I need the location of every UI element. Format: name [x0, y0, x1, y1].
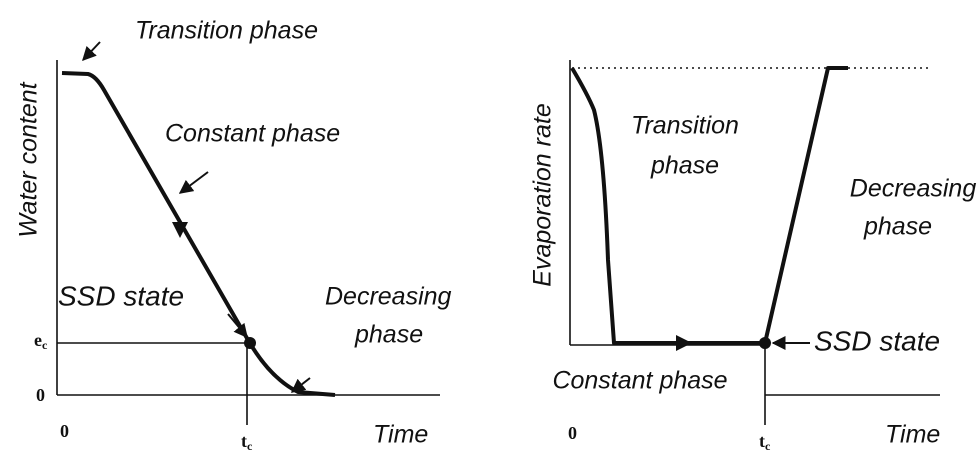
y-axis-label: Water content [15, 81, 43, 237]
tc-base: t [759, 431, 765, 451]
pointer-arrow [82, 41, 101, 62]
ec-sub: c [42, 338, 48, 352]
tc-base: t [241, 431, 247, 451]
decreasing-label: Decreasing [850, 175, 977, 203]
constant-label: Constant phase [552, 367, 727, 395]
flow-arrowhead [676, 335, 692, 351]
tc-sub: c [247, 439, 253, 453]
pointer-arrow [178, 171, 209, 194]
constant-label: Constant phase [165, 120, 340, 148]
y-axis-label: Evaporation rate [529, 103, 557, 286]
transition-label: Transition phase [135, 17, 318, 45]
tc-sub: c [765, 439, 771, 453]
ec-base: e [34, 330, 42, 350]
tc-label: tc [759, 431, 771, 453]
rate-curve [570, 66, 848, 345]
transition-label: phase [650, 152, 719, 180]
x-origin: 0 [568, 423, 577, 443]
ssd-point [244, 337, 256, 349]
ssd-label: SSD state [58, 280, 184, 311]
pointer-arrow [290, 377, 311, 393]
decreasing-label: Decreasing [325, 283, 452, 311]
ssd-point [759, 337, 771, 349]
y-origin: 0 [36, 385, 45, 405]
x-axis-label: Time [373, 421, 428, 449]
x-axis-label: Time [885, 421, 940, 449]
decreasing-label: phase [863, 213, 932, 241]
ssd-label: SSD state [814, 325, 940, 356]
flow-arrowhead [172, 222, 188, 238]
tc-label: tc [241, 431, 253, 453]
transition-label: Transition [631, 112, 739, 140]
pointer-arrow [227, 313, 248, 339]
x-origin: 0 [60, 421, 69, 441]
decreasing-label: phase [354, 321, 423, 349]
left-panel: Transition phase Water content Constant … [15, 17, 452, 453]
right-panel: Evaporation rate Transition phase Decrea… [529, 60, 977, 453]
ec-label: ec [34, 330, 48, 352]
